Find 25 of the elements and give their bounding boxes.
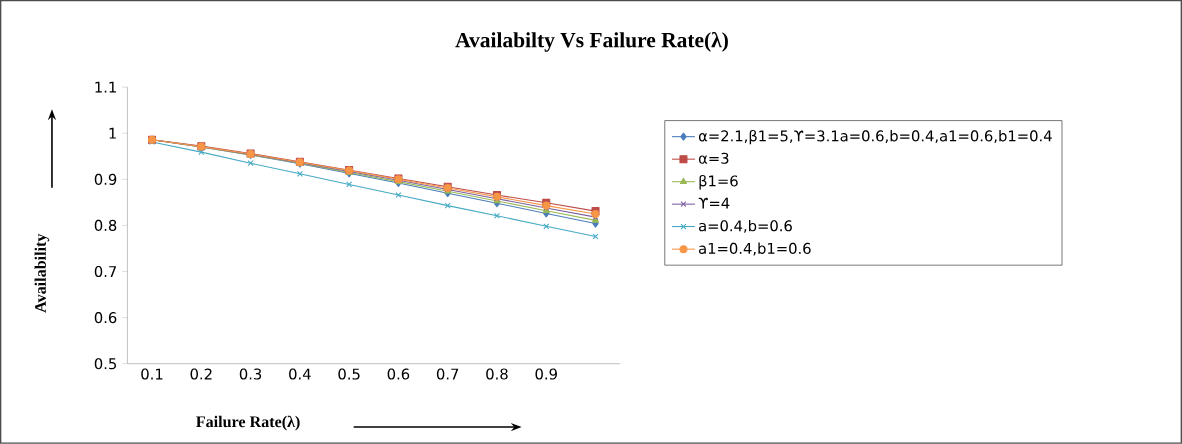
y-tick-label: 0.5 <box>94 358 116 370</box>
y-tick-label: 1.1 <box>95 81 116 93</box>
x-axis-title: Failure Rate(λ) <box>196 415 300 431</box>
y-tick-label: 0.7 <box>94 266 117 278</box>
x-tick-label: 0.8 <box>486 368 508 380</box>
legend-label: a=0.4,b=0.6 <box>699 220 792 233</box>
x-tick-label: 0.6 <box>387 368 410 380</box>
x-tick-label: 0.5 <box>338 368 360 380</box>
x-tick-label: 0.1 <box>141 368 163 380</box>
x-tick-label: 0.4 <box>289 368 311 380</box>
y-tick-label: 0.8 <box>94 219 117 232</box>
legend-label: α=3 <box>698 152 729 164</box>
y-axis-title: Availability <box>34 233 50 313</box>
y-tick-label: 0.6 <box>94 312 117 324</box>
y-tick-label: 0.9 <box>94 173 117 185</box>
x-tick-label: 0.2 <box>190 368 212 380</box>
x-tick-label: 0.7 <box>436 368 459 380</box>
x-tick-label: 0.9 <box>535 368 557 380</box>
legend-label: ϒ=4 <box>698 197 730 209</box>
legend-label: β1=6 <box>699 175 738 190</box>
legend-label: a1=0.4,b1=0.6 <box>699 242 811 256</box>
x-tick-label: 0.3 <box>239 368 262 380</box>
legend-label: α=2.1,β1=5,ϒ=3.1a=0.6,b=0.4,a1=0.6,b1=0.4 <box>698 130 1052 145</box>
y-tick-label: 1 <box>109 127 116 139</box>
chart-title: Availabilty Vs Failure Rate(λ) <box>455 32 728 52</box>
